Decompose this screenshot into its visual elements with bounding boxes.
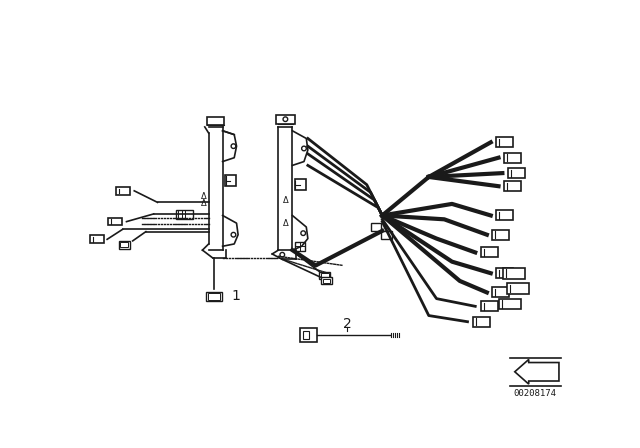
Text: Δ: Δ [201, 192, 207, 201]
Bar [496, 211, 513, 220]
Bar [508, 168, 525, 178]
Bar [225, 176, 236, 186]
Bar [496, 137, 513, 147]
Circle shape [283, 117, 288, 121]
Bar [481, 302, 498, 311]
Bar [381, 231, 392, 238]
Bar [119, 241, 129, 249]
Text: 00208174: 00208174 [514, 389, 557, 398]
Bar [473, 317, 490, 327]
Bar [499, 299, 521, 310]
Bar [296, 241, 305, 251]
Bar [496, 268, 513, 278]
Bar [481, 247, 498, 258]
Bar [294, 179, 305, 190]
Bar [507, 283, 529, 294]
Bar [492, 288, 509, 297]
Bar [371, 223, 381, 231]
Bar [206, 292, 222, 301]
Text: Δ: Δ [282, 219, 288, 228]
Circle shape [301, 146, 307, 151]
Bar [276, 115, 294, 124]
Bar [176, 210, 193, 220]
Bar [207, 117, 224, 125]
Bar [90, 236, 104, 243]
Text: Δ: Δ [201, 199, 207, 208]
Bar [208, 293, 220, 300]
Bar [321, 277, 332, 284]
Polygon shape [515, 359, 559, 384]
Bar [492, 230, 509, 240]
Bar [303, 331, 309, 339]
Bar [300, 328, 317, 342]
Text: Δ: Δ [282, 196, 288, 205]
Bar [504, 153, 521, 163]
Circle shape [280, 252, 285, 257]
Bar [323, 279, 330, 283]
Bar [116, 187, 129, 195]
Text: 1: 1 [231, 289, 240, 303]
Circle shape [231, 233, 236, 237]
Bar [321, 273, 329, 278]
Circle shape [231, 144, 236, 148]
Bar [504, 181, 521, 191]
Bar [503, 268, 525, 279]
Bar [120, 242, 128, 247]
Text: 2: 2 [343, 317, 352, 331]
Bar [108, 218, 122, 225]
Circle shape [301, 231, 305, 236]
Bar [319, 272, 330, 279]
